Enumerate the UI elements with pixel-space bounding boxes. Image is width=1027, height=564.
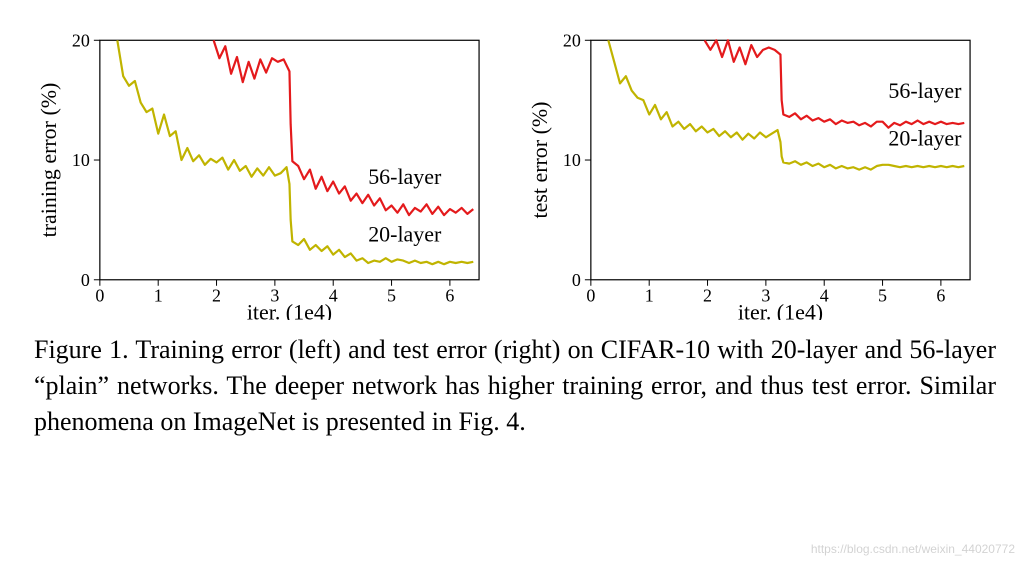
svg-text:iter. (1e4): iter. (1e4) bbox=[738, 300, 823, 320]
test-error-chart: 012345601020iter. (1e4)test error (%)56-… bbox=[521, 20, 1000, 320]
training-chart-svg: 012345601020iter. (1e4)training error (%… bbox=[30, 20, 509, 320]
svg-text:1: 1 bbox=[645, 286, 654, 306]
training-error-chart: 012345601020iter. (1e4)training error (%… bbox=[30, 20, 509, 320]
svg-text:0: 0 bbox=[586, 286, 595, 306]
svg-text:20-layer: 20-layer bbox=[888, 126, 962, 151]
svg-text:0: 0 bbox=[572, 270, 581, 290]
svg-text:2: 2 bbox=[212, 286, 221, 306]
svg-text:20: 20 bbox=[563, 30, 581, 50]
figure-caption: Figure 1. Training error (left) and test… bbox=[30, 332, 1000, 440]
svg-text:6: 6 bbox=[445, 286, 454, 306]
csdn-watermark: https://blog.csdn.net/weixin_44020772 bbox=[811, 542, 1015, 556]
figure-1: 012345601020iter. (1e4)training error (%… bbox=[30, 20, 1000, 440]
svg-text:56-layer: 56-layer bbox=[368, 164, 442, 189]
svg-text:20-layer: 20-layer bbox=[368, 221, 442, 246]
svg-text:test error (%): test error (%) bbox=[527, 102, 552, 219]
svg-text:training error (%): training error (%) bbox=[36, 83, 61, 238]
charts-row: 012345601020iter. (1e4)training error (%… bbox=[30, 20, 1000, 320]
svg-text:20: 20 bbox=[72, 30, 90, 50]
svg-text:1: 1 bbox=[154, 286, 163, 306]
svg-text:56-layer: 56-layer bbox=[888, 78, 962, 103]
svg-text:2: 2 bbox=[703, 286, 712, 306]
svg-text:iter. (1e4): iter. (1e4) bbox=[247, 300, 332, 320]
svg-text:10: 10 bbox=[72, 150, 90, 170]
svg-text:6: 6 bbox=[936, 286, 945, 306]
test-chart-svg: 012345601020iter. (1e4)test error (%)56-… bbox=[521, 20, 1000, 320]
svg-text:5: 5 bbox=[387, 286, 396, 306]
svg-text:5: 5 bbox=[878, 286, 887, 306]
svg-text:0: 0 bbox=[81, 270, 90, 290]
svg-text:10: 10 bbox=[563, 150, 581, 170]
svg-text:0: 0 bbox=[95, 286, 104, 306]
